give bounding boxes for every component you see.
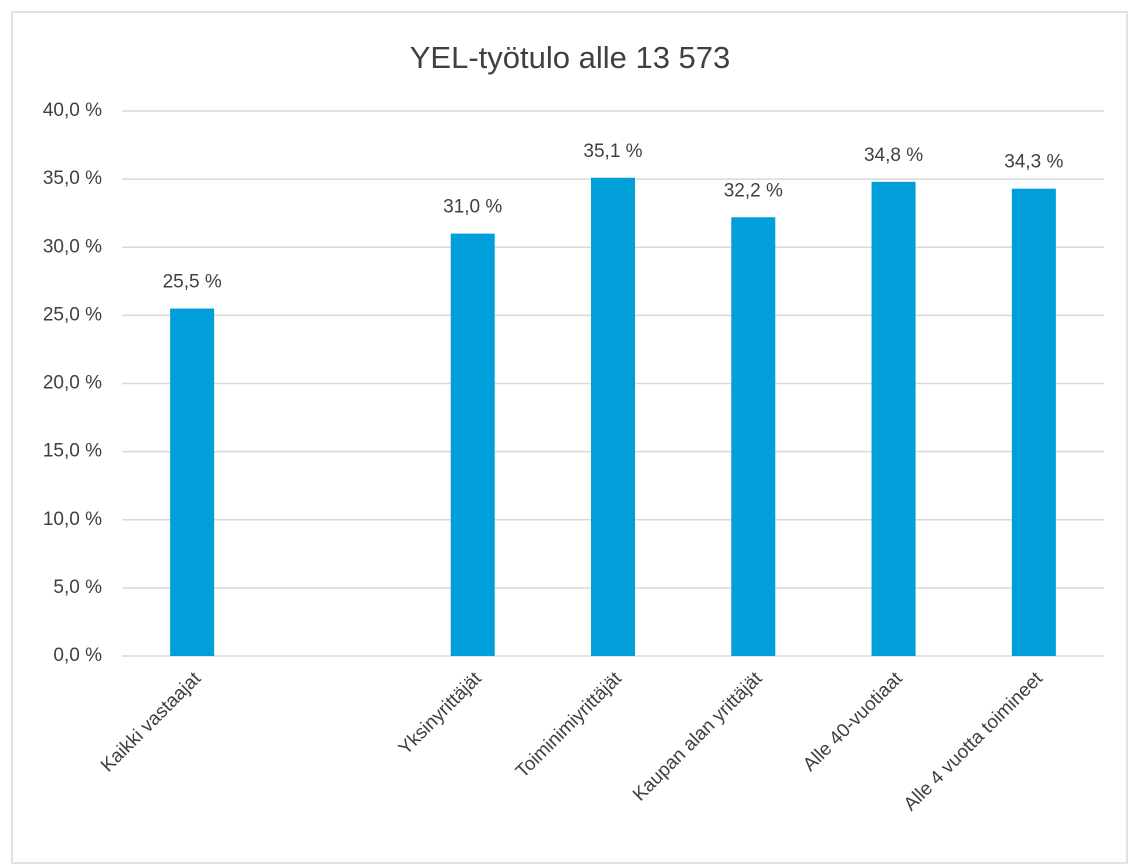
y-tick-label: 15,0 %	[43, 441, 102, 462]
chart-title: YEL-työtulo alle 13 573	[410, 40, 731, 75]
bar	[450, 233, 495, 656]
data-label: 35,1 %	[583, 141, 642, 162]
data-label: 34,3 %	[1004, 152, 1063, 173]
bar	[871, 181, 916, 656]
bar	[1011, 188, 1056, 656]
y-tick-label: 10,0 %	[43, 509, 102, 530]
y-tick-label: 0,0 %	[53, 645, 102, 666]
bar	[731, 217, 776, 656]
bar	[591, 177, 635, 656]
y-tick-label: 5,0 %	[53, 577, 102, 598]
y-tick-label: 20,0 %	[43, 373, 102, 394]
data-label: 31,0 %	[443, 197, 502, 218]
y-tick-label: 35,0 %	[43, 168, 102, 189]
bar	[170, 308, 215, 656]
y-tick-label: 30,0 %	[43, 236, 102, 257]
data-label: 34,8 %	[864, 145, 923, 166]
y-tick-label: 40,0 %	[43, 100, 102, 121]
data-label: 25,5 %	[163, 272, 222, 293]
data-label: 32,2 %	[724, 180, 783, 201]
y-tick-label: 25,0 %	[43, 304, 102, 325]
